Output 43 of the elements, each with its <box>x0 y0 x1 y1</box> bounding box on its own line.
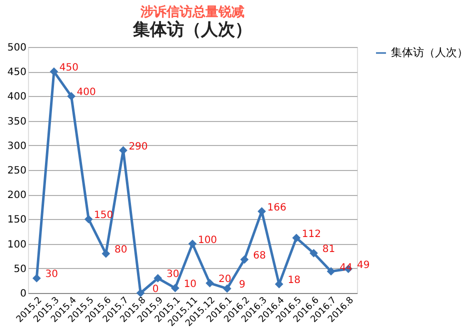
data-label: 81 <box>322 244 336 256</box>
data-label: 30 <box>166 269 180 280</box>
data-label: 166 <box>267 202 286 214</box>
data-label: 100 <box>198 234 218 246</box>
data-label: 400 <box>76 87 96 98</box>
point <box>222 284 232 293</box>
y-tick-label: 250 <box>7 166 26 176</box>
chart-title: 涉诉信访总量锐减 <box>140 4 244 20</box>
data-label: 0 <box>152 284 159 295</box>
y-tick-label: 500 <box>7 42 26 54</box>
y-tick-label: 300 <box>7 140 26 152</box>
point <box>84 215 93 224</box>
data-label: 68 <box>253 250 266 262</box>
data-label: 49 <box>356 260 370 271</box>
data-label: 18 <box>288 275 300 286</box>
y-tick-label: 0 <box>20 288 26 300</box>
point <box>310 248 318 258</box>
point <box>171 284 180 292</box>
point <box>32 274 41 282</box>
legend-label: 集体访（人次） <box>391 46 468 59</box>
point <box>326 267 336 276</box>
y-tick-label: 450 <box>7 67 26 78</box>
y-tick-label: 50 <box>14 264 26 275</box>
point <box>206 278 214 288</box>
y-tick-label: 200 <box>7 190 26 202</box>
y-tick-label: 150 <box>7 214 26 226</box>
data-label: 290 <box>128 141 148 152</box>
data-label: 112 <box>302 228 321 240</box>
point <box>154 274 162 282</box>
data-label: 20 <box>218 274 232 286</box>
point <box>67 92 76 100</box>
data-label: 10 <box>184 279 197 290</box>
data-label: 30 <box>45 269 58 280</box>
chart-subtitle: 集体访（人次） <box>132 20 252 40</box>
y-tick-label: 350 <box>7 116 26 128</box>
data-label: 9 <box>238 280 246 291</box>
y-tick-label: 400 <box>7 92 26 103</box>
data-label: 450 <box>59 62 79 74</box>
y-tick-label: 100 <box>7 239 26 250</box>
data-label: 80 <box>114 244 128 256</box>
point <box>240 255 249 264</box>
point <box>292 234 301 242</box>
point <box>188 240 197 248</box>
